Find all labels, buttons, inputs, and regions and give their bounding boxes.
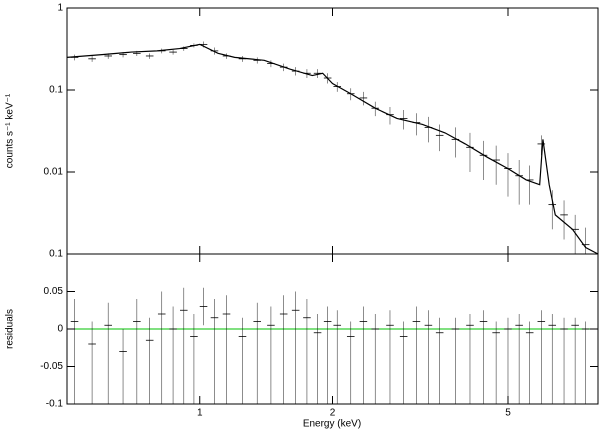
plot-frame: [66, 7, 599, 255]
x-tick-label: 1: [197, 408, 203, 419]
y-axis-label: residuals: [5, 309, 16, 349]
y-tick-label: 0: [57, 324, 63, 335]
model-line: [66, 43, 599, 255]
y-axis-label: counts s⁻¹ keV⁻¹: [5, 93, 16, 168]
y-tick-label: 0.01: [44, 167, 64, 178]
y-tick-label: -0.1: [46, 399, 64, 410]
x-tick-label: 2: [330, 408, 336, 419]
x-axis-label: Energy (keV): [303, 419, 361, 430]
y-tick-label: 1: [57, 3, 63, 14]
y-tick-label: -0.05: [40, 361, 63, 372]
x-tick-label: 5: [505, 408, 511, 419]
y-tick-label: 0.1: [49, 85, 63, 96]
y-tick-label: 0.1: [49, 249, 63, 260]
y-tick-label: 0.05: [44, 286, 64, 297]
